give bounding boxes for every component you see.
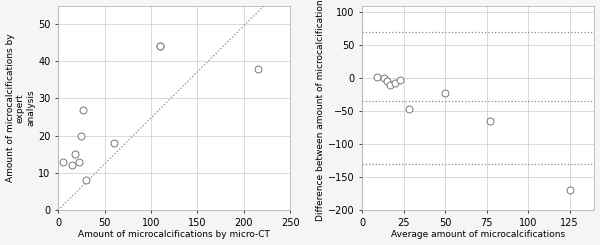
Point	[155, 45, 165, 49]
Point	[391, 81, 400, 85]
Point	[58, 160, 68, 164]
Y-axis label: Amount of microcalcifications by
expert
analysis: Amount of microcalcifications by expert …	[5, 34, 35, 182]
Point	[74, 160, 83, 164]
X-axis label: Amount of microcalcifications by micro-CT: Amount of microcalcifications by micro-C…	[78, 231, 270, 239]
X-axis label: Average amount of microcalcifications: Average amount of microcalcifications	[391, 231, 565, 239]
Point	[81, 178, 91, 182]
Point	[485, 119, 495, 123]
Point	[79, 108, 88, 112]
Point	[77, 134, 86, 138]
Point	[404, 107, 413, 111]
Y-axis label: Difference between amount of microcalcifications: Difference between amount of microcalcif…	[316, 0, 325, 221]
Point	[440, 91, 450, 95]
Point	[386, 83, 395, 87]
Point	[565, 188, 574, 192]
Point	[109, 141, 119, 145]
Point	[67, 163, 77, 167]
Point	[379, 76, 389, 80]
Point	[70, 152, 80, 156]
Point	[382, 79, 392, 83]
Point	[155, 45, 165, 49]
Point	[373, 75, 382, 79]
Point	[253, 67, 263, 71]
Point	[395, 78, 405, 82]
